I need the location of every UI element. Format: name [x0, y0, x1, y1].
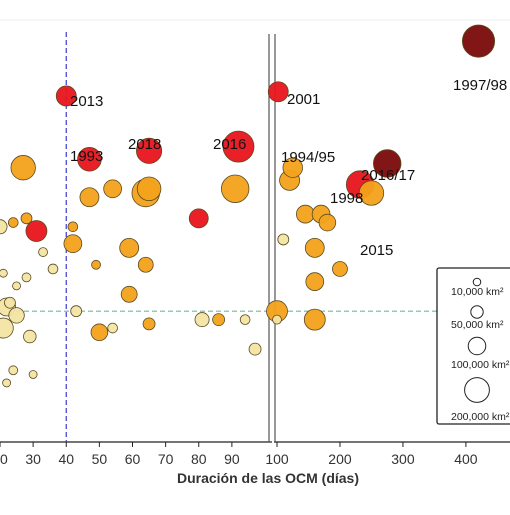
data-point-left-0	[222, 130, 255, 163]
data-point-left-8	[55, 85, 77, 107]
year-label-7: 1998	[330, 190, 363, 207]
x-tick-label-left-6: 80	[191, 451, 207, 467]
year-label-0: 2013	[70, 93, 103, 110]
data-point-left-7	[25, 220, 48, 242]
data-point-right-16	[272, 314, 282, 325]
data-point-left-22	[23, 329, 37, 344]
data-point-right-6	[267, 81, 289, 103]
legend-label-1: 50,000 km²	[451, 319, 504, 331]
data-point-right-13	[318, 213, 337, 232]
data-point-right-3	[358, 180, 385, 206]
x-axis-title: Duración de las OCM (días)	[177, 470, 359, 486]
data-point-right-0	[461, 24, 496, 58]
data-point-left-30	[67, 221, 79, 233]
x-tick-label-right-1: 200	[328, 451, 352, 467]
year-label-8: 2015	[360, 242, 393, 259]
data-point-left-21	[194, 312, 210, 328]
data-point-left-40	[12, 281, 21, 291]
data-point-left-38	[28, 370, 38, 379]
data-point-left-11	[79, 187, 100, 208]
data-point-right-15	[277, 233, 290, 246]
legend-label-2: 100,000 km²	[451, 359, 510, 371]
data-point-right-9	[304, 237, 325, 258]
data-point-left-41	[2, 378, 12, 388]
legend-circle-3	[464, 377, 490, 403]
x-tick-label-left-2: 40	[58, 451, 74, 467]
x-tick-label-left-3: 50	[92, 451, 108, 467]
data-point-left-20	[0, 219, 8, 235]
x-tick-label-left-4: 60	[125, 451, 141, 467]
data-point-left-12	[119, 237, 140, 258]
x-tick-label-left-5: 70	[158, 451, 174, 467]
data-point-left-23	[142, 317, 156, 331]
legend-label-0: 10,000 km²	[451, 286, 504, 298]
data-point-left-14	[63, 234, 83, 254]
data-point-left-5	[77, 147, 102, 172]
data-point-left-39	[0, 268, 8, 278]
data-point-right-8	[282, 157, 303, 178]
data-point-left-17	[120, 285, 138, 303]
year-label-4: 2001	[287, 91, 320, 108]
data-point-left-13	[103, 179, 122, 199]
data-point-right-2	[373, 149, 402, 178]
data-point-left-26	[20, 212, 33, 225]
year-label-2: 2018	[128, 136, 161, 153]
data-point-left-25	[248, 342, 262, 356]
data-point-right-14	[332, 261, 348, 277]
data-point-left-3	[136, 137, 163, 164]
data-point-left-35	[21, 272, 32, 283]
data-point-left-32	[107, 322, 118, 334]
x-tick-label-right-3: 400	[454, 451, 478, 467]
data-point-left-2	[221, 174, 250, 203]
data-point-right-10	[295, 204, 315, 224]
data-point-left-37	[8, 365, 19, 376]
data-point-left-4	[10, 155, 36, 181]
x-tick-label-left-1: 30	[25, 451, 41, 467]
legend-circle-0	[472, 277, 482, 287]
year-label-9: 1997/98	[453, 77, 507, 94]
data-point-left-10	[188, 208, 209, 229]
data-point-left-28	[70, 305, 83, 318]
data-point-left-33	[239, 314, 251, 325]
data-point-left-34	[91, 259, 101, 270]
x-tick-label-right-0: 100	[265, 451, 289, 467]
legend-circle-2	[467, 336, 487, 356]
year-label-1: 1993	[70, 148, 103, 165]
x-tick-label-left-7: 90	[224, 451, 240, 467]
year-label-3: 2016	[213, 136, 246, 153]
data-point-left-18	[8, 307, 25, 324]
legend-circle-1	[470, 305, 484, 319]
data-point-right-12	[305, 272, 325, 291]
year-label-5: 1994/95	[281, 149, 335, 166]
x-tick-label-right-2: 300	[391, 451, 415, 467]
data-point-left-29	[7, 217, 19, 228]
data-point-left-24	[212, 313, 226, 327]
legend-label-3: 200,000 km²	[451, 411, 510, 423]
data-point-left-31	[47, 263, 59, 275]
data-point-left-19	[137, 256, 154, 273]
data-point-left-16	[90, 323, 109, 342]
data-point-left-36	[38, 247, 48, 257]
data-point-left-27	[4, 296, 16, 309]
data-point-left-6	[136, 176, 162, 202]
x-tick-label-left-0: 20	[0, 451, 8, 467]
year-label-6: 2016/17	[361, 167, 415, 184]
data-point-left-9	[0, 317, 14, 339]
data-point-right-5	[303, 308, 326, 331]
